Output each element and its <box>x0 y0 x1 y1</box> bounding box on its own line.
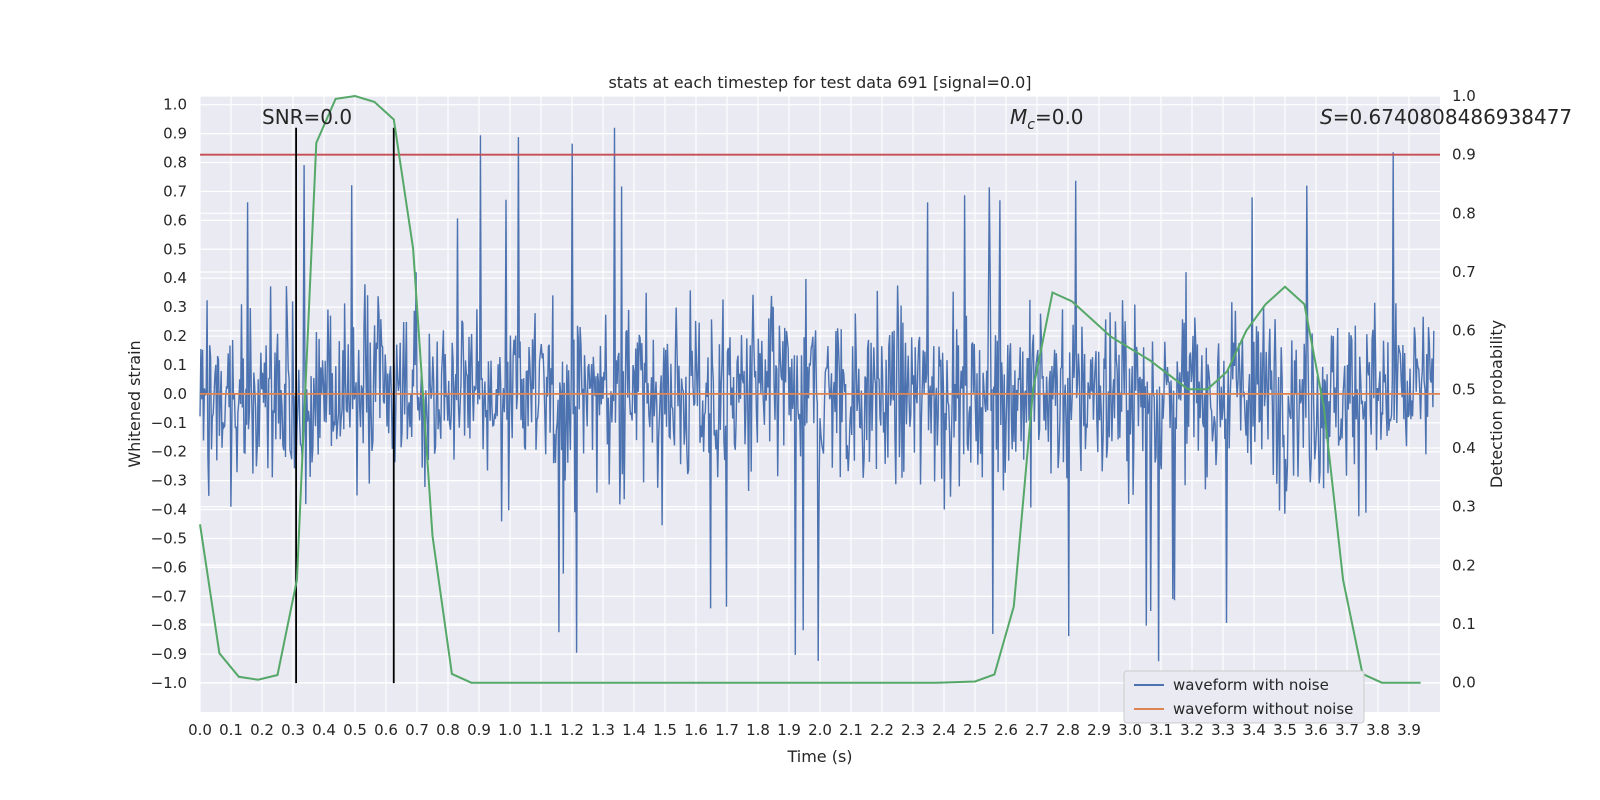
x-tick-label: 3.9 <box>1397 721 1421 739</box>
x-tick-label: 0.3 <box>281 721 305 739</box>
legend: waveform with noise waveform without noi… <box>1123 670 1365 724</box>
y2-tick-labels: 0.0 0.1 0.2 0.3 0.4 0.5 0.6 0.7 0.8 0.9 1.0 <box>1452 87 1476 692</box>
x-tick-label: 0.0 <box>188 721 212 739</box>
y2-tick-label: 1.0 <box>1452 87 1476 105</box>
y2-tick-label: 0.1 <box>1452 615 1476 633</box>
mc-symbol: M <box>1010 105 1027 129</box>
x-tick-label: 2.6 <box>994 721 1018 739</box>
x-tick-label: 1.0 <box>498 721 522 739</box>
x-tick-label: 1.7 <box>715 721 739 739</box>
x-tick-label: 2.4 <box>932 721 956 739</box>
s-symbol: S <box>1320 105 1333 129</box>
x-tick-label: 0.4 <box>312 721 336 739</box>
y-tick-label: −0.8 <box>151 616 187 634</box>
x-tick-label: 2.8 <box>1056 721 1080 739</box>
y-tick-label: 0.5 <box>163 240 187 258</box>
x-tick-label: 1.9 <box>777 721 801 739</box>
y-tick-label: −0.4 <box>151 501 187 519</box>
x-tick-label: 2.7 <box>1025 721 1049 739</box>
mc-annotation: Mc=0.0 <box>1010 105 1084 133</box>
x-tick-label: 0.1 <box>219 721 243 739</box>
x-tick-label: 0.8 <box>436 721 460 739</box>
s-annotation: S=0.6740808486938477 <box>1320 105 1572 129</box>
x-tick-label: 0.9 <box>467 721 491 739</box>
y2-tick-label: 0.5 <box>1452 380 1476 398</box>
mc-subscript: c <box>1027 117 1035 133</box>
x-tick-label: 1.5 <box>653 721 677 739</box>
legend-box <box>1123 670 1365 724</box>
x-tick-label: 3.8 <box>1366 721 1390 739</box>
x-tick-label: 1.8 <box>746 721 770 739</box>
y-tick-label: 0.8 <box>163 154 187 172</box>
x-tick-label: 2.3 <box>901 721 925 739</box>
x-tick-label: 1.2 <box>560 721 584 739</box>
x-tick-label: 3.3 <box>1211 721 1235 739</box>
mc-value: =0.0 <box>1035 105 1084 129</box>
y2-tick-label: 0.7 <box>1452 263 1476 281</box>
x-tick-labels: 0.0 0.1 0.2 0.3 0.4 0.5 0.6 0.7 0.8 0.9 1.0 1.1 1.2 1… <box>188 721 1421 739</box>
x-tick-label: 2.5 <box>963 721 987 739</box>
event-markers <box>295 127 395 684</box>
s-value: =0.6740808486938477 <box>1333 105 1572 129</box>
x-tick-label: 3.7 <box>1335 721 1359 739</box>
y-tick-label: 0.7 <box>163 182 187 200</box>
x-tick-label: 3.0 <box>1118 721 1142 739</box>
y-tick-label: 0.4 <box>163 269 187 287</box>
snr-annotation: SNR=0.0 <box>262 105 352 129</box>
x-tick-label: 3.4 <box>1242 721 1266 739</box>
grid <box>199 96 1440 712</box>
x-tick-label: 1.6 <box>684 721 708 739</box>
x-tick-label: 1.1 <box>529 721 553 739</box>
y-axis-label: Whitened strain <box>125 340 144 467</box>
y-tick-label: −0.3 <box>151 472 187 490</box>
y2-tick-label: 0.8 <box>1452 204 1476 222</box>
x-tick-label: 3.2 <box>1180 721 1204 739</box>
legend-label-noise: waveform with noise <box>1173 676 1329 694</box>
x-tick-label: 3.5 <box>1273 721 1297 739</box>
detection-probability-line <box>199 94 1421 684</box>
y-tick-label: −0.7 <box>151 587 187 605</box>
x-axis-label: Time (s) <box>786 747 852 766</box>
y-tick-label: −0.6 <box>151 558 187 576</box>
noise-trace <box>199 127 1435 662</box>
y-tick-label: −1.0 <box>151 674 187 692</box>
y2-tick-label: 0.3 <box>1452 498 1476 516</box>
x-tick-label: 0.7 <box>405 721 429 739</box>
x-tick-label: 2.2 <box>870 721 894 739</box>
y-tick-labels: 1.0 0.9 0.8 0.7 0.6 0.5 0.4 0.3 0.2 0.1 0.0 −0.1 −0.… <box>151 96 187 692</box>
y-tick-label: 0.9 <box>163 125 187 143</box>
y-tick-label: 0.1 <box>163 356 187 374</box>
y2-axis-label: Detection probability <box>1487 320 1506 488</box>
x-tick-label: 3.6 <box>1304 721 1328 739</box>
y2-tick-label: 0.9 <box>1452 146 1476 164</box>
y2-tick-label: 0.2 <box>1452 556 1476 574</box>
waveform-with-noise <box>199 127 1435 662</box>
x-tick-label: 2.9 <box>1087 721 1111 739</box>
y-tick-label: −0.1 <box>151 414 187 432</box>
x-tick-label: 1.3 <box>591 721 615 739</box>
x-tick-label: 2.1 <box>839 721 863 739</box>
x-tick-label: 2.0 <box>808 721 832 739</box>
y-tick-label: 1.0 <box>163 96 187 114</box>
x-tick-label: 3.1 <box>1149 721 1173 739</box>
x-tick-label: 0.5 <box>343 721 367 739</box>
y2-tick-label: 0.0 <box>1452 674 1476 692</box>
chart-title: stats at each timestep for test data 691… <box>608 73 1031 92</box>
legend-label-clean: waveform without noise <box>1173 700 1353 718</box>
y-tick-label: 0.2 <box>163 327 187 345</box>
y2-tick-label: 0.6 <box>1452 322 1476 340</box>
y-tick-label: 0.6 <box>163 211 187 229</box>
x-tick-label: 1.4 <box>622 721 646 739</box>
x-tick-label: 0.6 <box>374 721 398 739</box>
y2-tick-label: 0.4 <box>1452 439 1476 457</box>
y-tick-label: −0.2 <box>151 443 187 461</box>
y-tick-label: 0.3 <box>163 298 187 316</box>
y-tick-label: 0.0 <box>163 385 187 403</box>
y-tick-label: −0.9 <box>151 645 187 663</box>
y-tick-label: −0.5 <box>151 529 187 547</box>
x-tick-label: 0.2 <box>250 721 274 739</box>
